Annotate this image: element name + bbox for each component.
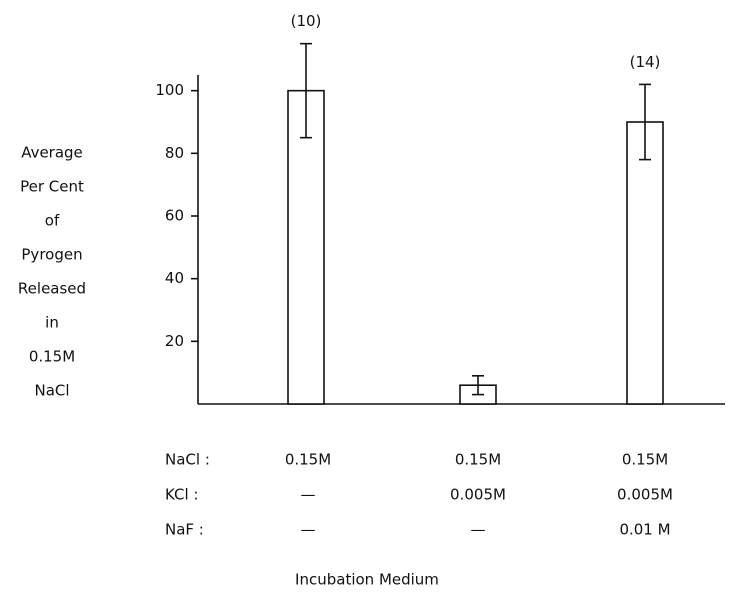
- y-tick-label: 100: [155, 81, 184, 99]
- cell: —: [301, 486, 316, 504]
- cell: 0.005M: [450, 486, 506, 504]
- error-bar: [639, 83, 651, 161]
- y-tick-label: 80: [165, 144, 184, 162]
- row-label: NaCl :: [165, 451, 210, 469]
- cell: 0.15M: [622, 451, 668, 469]
- y-tick-label: 20: [165, 332, 184, 350]
- cell: 0.01 M: [619, 521, 670, 539]
- error-bar: [300, 42, 312, 139]
- error-bar: [472, 374, 484, 396]
- row-label: KCl :: [165, 486, 198, 504]
- y-axis-title: of: [45, 212, 60, 230]
- cell: 0.005M: [617, 486, 673, 504]
- cell: —: [471, 521, 486, 539]
- y-tick-label: 60: [165, 207, 184, 225]
- y-axis-title: Per Cent: [20, 178, 84, 196]
- x-axis-title: Incubation Medium: [295, 571, 439, 589]
- row-label: NaF :: [165, 521, 204, 539]
- bar: [287, 89, 325, 405]
- cell: 0.15M: [285, 451, 331, 469]
- y-tick-label: 40: [165, 269, 184, 287]
- y-axis-title: Pyrogen: [21, 246, 82, 264]
- cell: 0.15M: [455, 451, 501, 469]
- y-axis-title: NaCl: [34, 382, 69, 400]
- cell: —: [301, 521, 316, 539]
- y-axis-title: Released: [18, 280, 86, 298]
- y-axis-title: in: [45, 314, 59, 332]
- y-axis-title: Average: [21, 144, 83, 162]
- count-annotation: (10): [291, 12, 322, 30]
- count-annotation: (14): [630, 53, 661, 71]
- y-axis-title: 0.15M: [29, 348, 75, 366]
- bar: [626, 121, 664, 405]
